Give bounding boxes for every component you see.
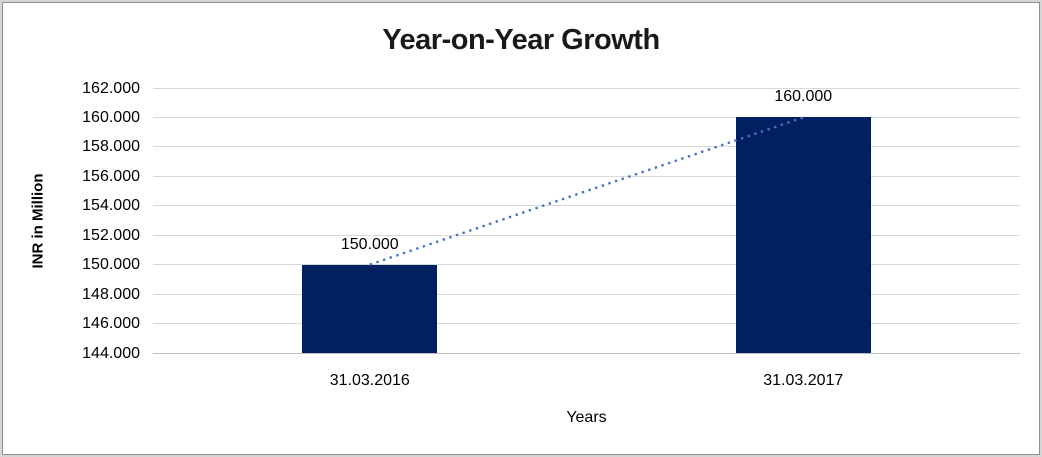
y-tick-label: 150.000 (82, 256, 140, 274)
gridline (153, 205, 1020, 207)
y-tick-label: 156.000 (82, 167, 140, 185)
y-tick-label: 152.000 (82, 226, 140, 244)
gridline (153, 293, 1020, 295)
plot-area: 150.000 160.000 (153, 87, 1020, 354)
x-axis-title: Years (566, 409, 607, 426)
gridline (153, 264, 1020, 266)
gridline (153, 116, 1020, 118)
y-tick-label: 154.000 (82, 197, 140, 215)
y-tick-label: 144.000 (82, 344, 140, 362)
y-tick-label: 158.000 (82, 138, 140, 156)
gridline (153, 352, 1020, 354)
data-label: 160.000 (774, 88, 833, 106)
gridline (153, 323, 1020, 325)
data-label: 150.000 (340, 235, 399, 253)
gridline (153, 146, 1020, 148)
trendline-dotted (369, 116, 804, 266)
gridline (153, 234, 1020, 236)
x-tick-label: 31.03.2017 (763, 372, 844, 389)
trendline (369, 116, 804, 266)
y-tick-label: 162.000 (82, 79, 140, 97)
x-tick-label: 31.03.2016 (329, 372, 410, 389)
y-tick-label: 160.000 (82, 108, 140, 126)
chart-title: Year-on-Year Growth (382, 24, 660, 56)
gridline (153, 175, 1020, 177)
bar-31.03.2017 (735, 117, 871, 353)
bar-31.03.2016 (302, 264, 438, 353)
gridline (153, 87, 1020, 89)
y-tick-label: 146.000 (82, 315, 140, 333)
y-axis-title: INR in Million (29, 173, 47, 269)
y-tick-label: 148.000 (82, 285, 140, 303)
